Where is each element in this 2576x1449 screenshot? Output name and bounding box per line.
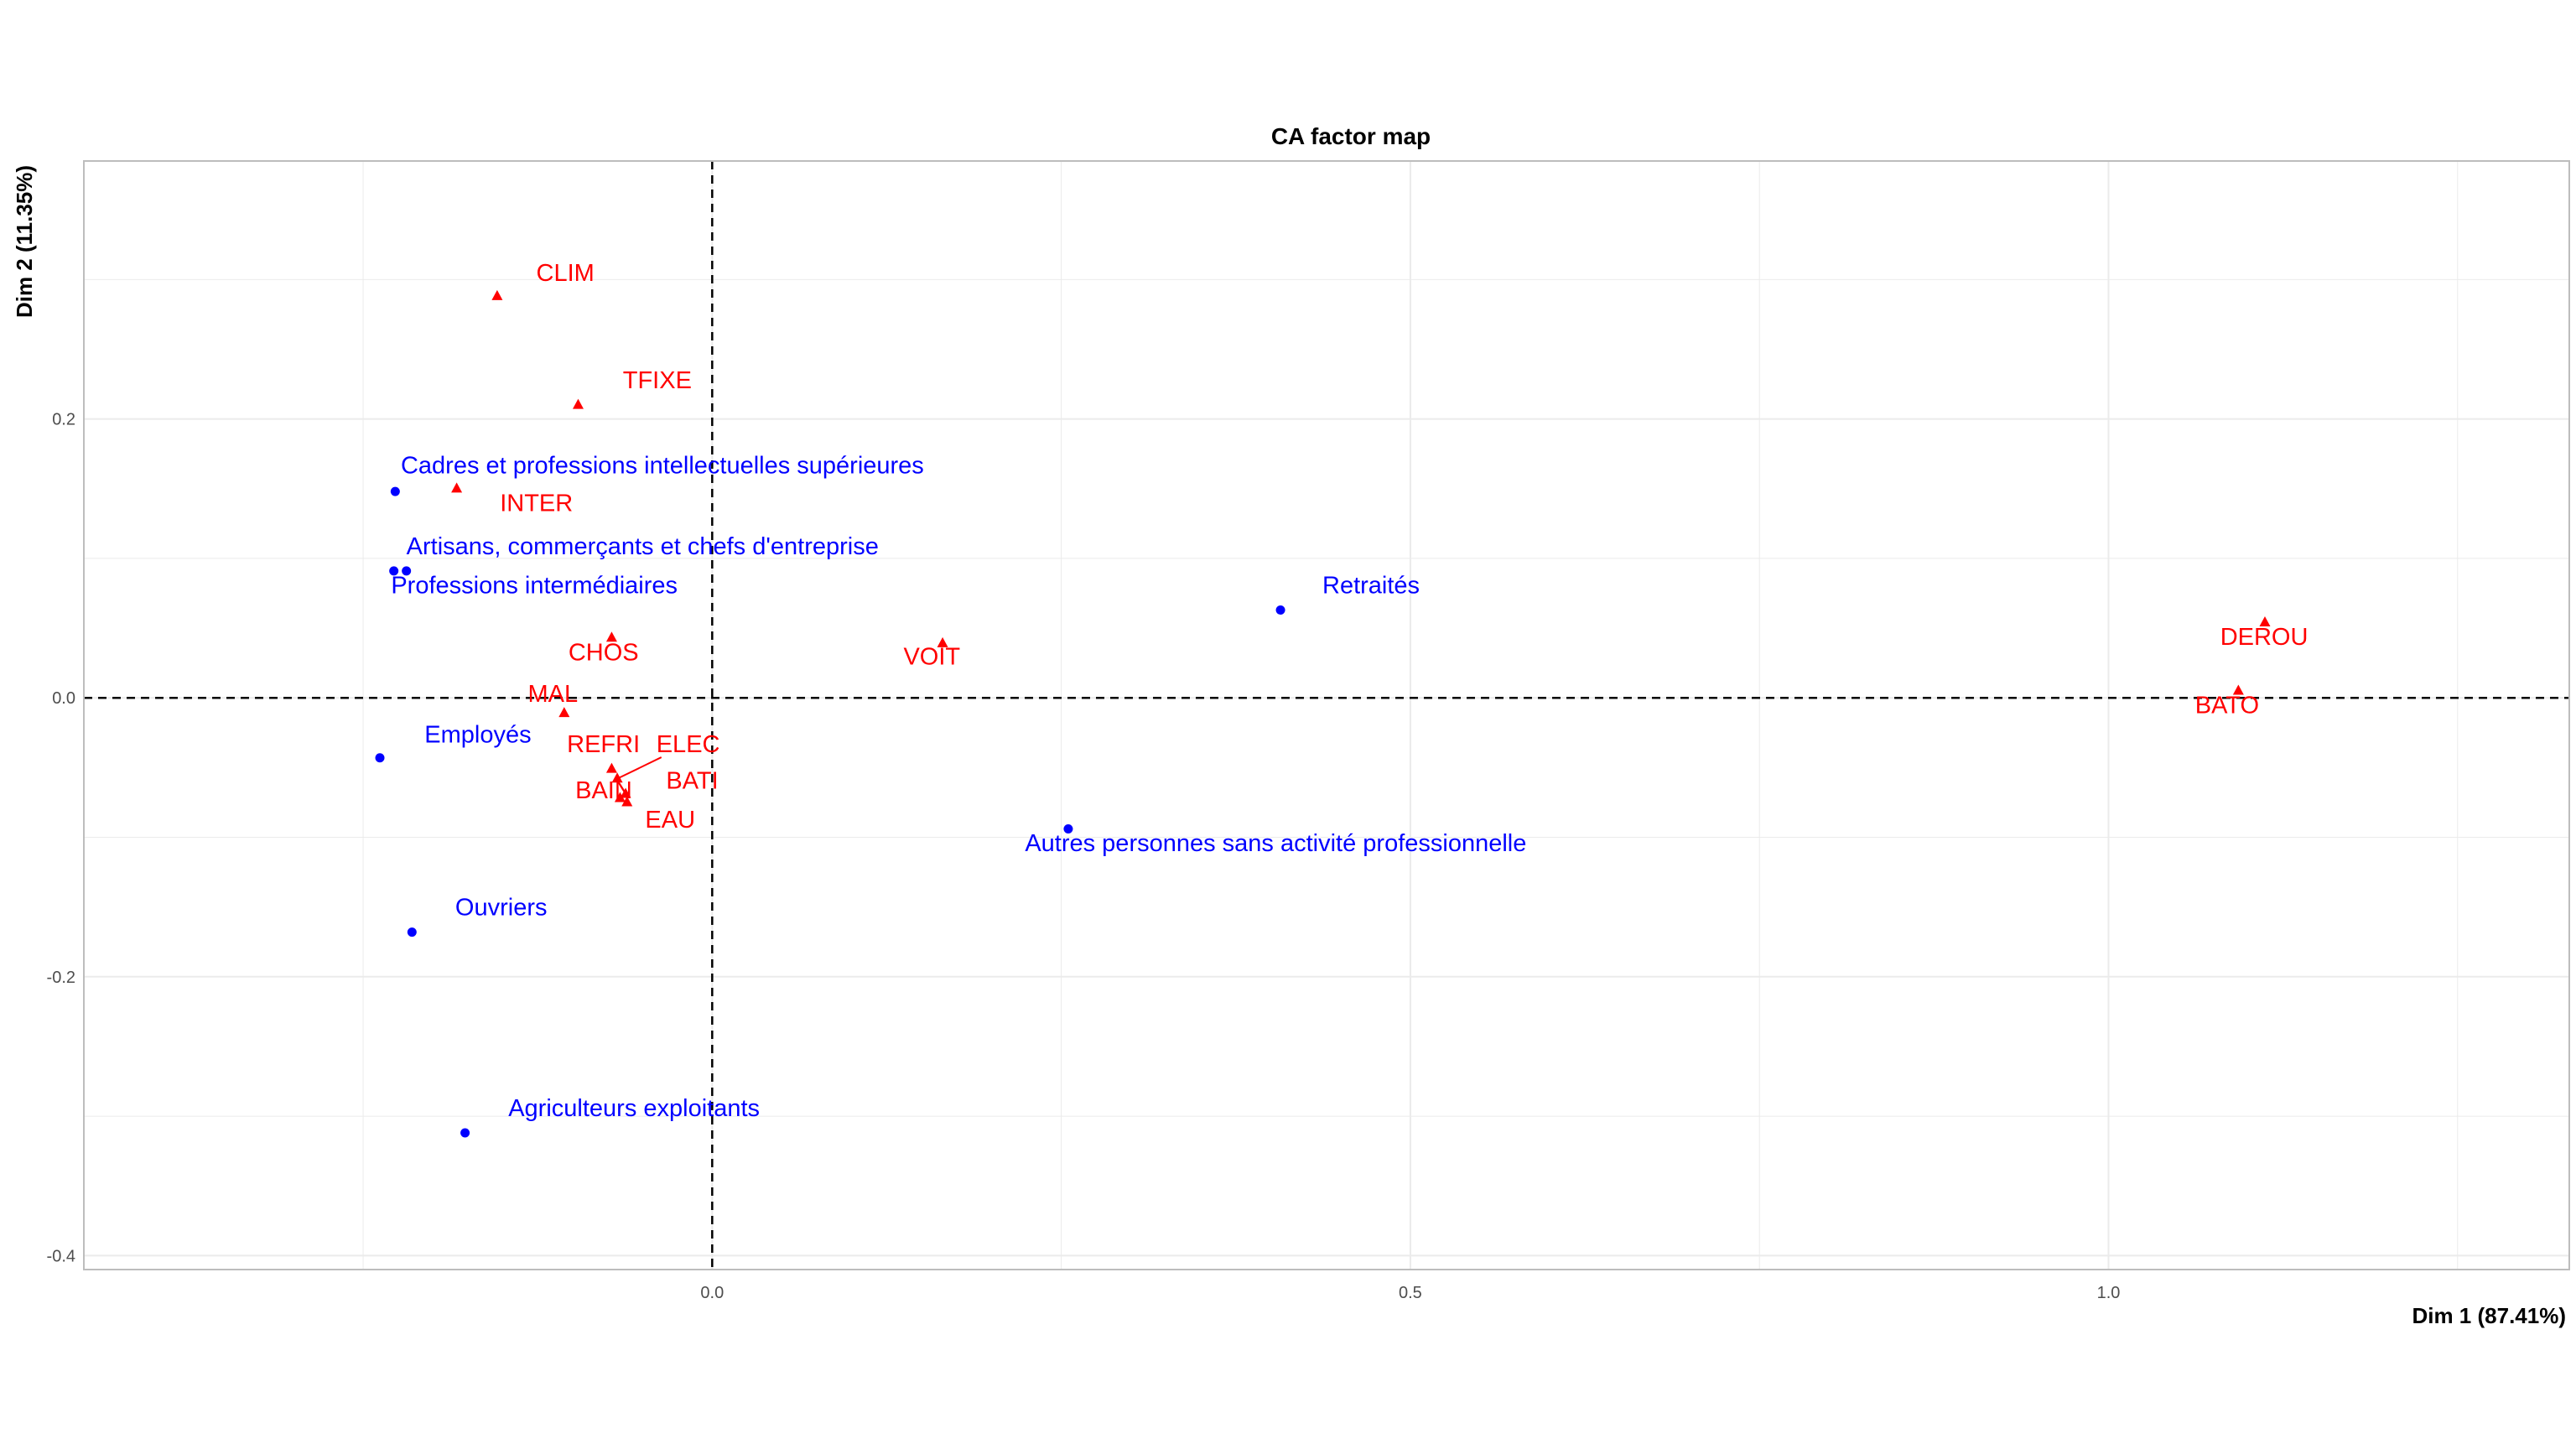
column-point-label: MAL	[528, 681, 579, 708]
row-point-marker	[1063, 824, 1073, 834]
data-points	[375, 289, 2271, 1138]
column-point-label: BATI	[666, 767, 718, 794]
y-axis-title: Dim 2 (11.35%)	[12, 165, 37, 318]
column-point-marker	[558, 707, 570, 718]
row-point-marker	[389, 566, 399, 576]
row-point-label: Professions intermédiaires	[391, 572, 678, 599]
x-tick-label: 1.0	[2097, 1284, 2121, 1302]
column-point-marker	[614, 792, 626, 802]
plot-frame	[83, 160, 2570, 1270]
y-tick-label: 0.0	[52, 689, 75, 708]
column-point-marker	[491, 289, 503, 300]
column-point-marker	[605, 631, 617, 642]
row-point-label: Employés	[424, 721, 531, 748]
row-point-label: Retraités	[1322, 572, 1420, 599]
column-point-marker	[605, 762, 617, 773]
column-point-label: ELEC	[657, 731, 720, 758]
column-point-label: DEROU	[2220, 624, 2309, 651]
row-point-label: Artisans, commerçants et chefs d'entrepr…	[407, 533, 879, 560]
column-point-label: INTER	[500, 490, 573, 517]
row-point-marker	[375, 753, 385, 763]
column-point-label: REFRI	[567, 731, 640, 758]
row-point-marker	[402, 566, 412, 576]
row-point-marker	[407, 927, 417, 937]
column-point-label: CLIM	[537, 260, 595, 287]
x-axis-title: Dim 1 (87.41%)	[2412, 1303, 2566, 1328]
label-leader-lines	[616, 756, 662, 780]
column-point-label: BAIN	[575, 777, 632, 804]
label-leader-line	[616, 756, 662, 780]
chart-title: CA factor map	[1271, 123, 1431, 149]
column-point-marker	[572, 398, 584, 409]
x-tick-label: 0.0	[700, 1284, 724, 1302]
column-point-label: EAU	[645, 807, 695, 834]
column-point-label: TFIXE	[623, 367, 692, 394]
row-point-marker	[390, 486, 400, 496]
row-point-label: Agriculteurs exploitants	[508, 1095, 760, 1122]
column-point-marker	[2232, 684, 2244, 695]
row-point-label: Cadres et professions intellectuelles su…	[401, 452, 924, 479]
x-tick-label: 0.5	[1399, 1284, 1422, 1302]
column-point-label: VOIT	[903, 643, 960, 670]
x-tick-labels: 0.0 0.5 1.0	[700, 1284, 2120, 1302]
y-tick-label: -0.4	[47, 1247, 75, 1265]
column-point-marker	[937, 636, 948, 647]
row-point-label: Autres personnes sans activité professio…	[1025, 830, 1526, 857]
column-point-label: BATO	[2195, 693, 2259, 719]
column-point-marker	[611, 772, 623, 783]
column-point-marker	[621, 796, 633, 807]
column-point-marker	[451, 482, 463, 493]
y-tick-label: -0.2	[47, 969, 75, 987]
column-point-label: CHOS	[569, 639, 639, 666]
y-tick-labels: -0.4 -0.2 0.0 0.2	[47, 411, 75, 1266]
row-point-label: Ouvriers	[455, 895, 548, 922]
reference-lines	[84, 161, 2569, 1270]
column-point-marker	[2259, 615, 2271, 626]
row-point-marker	[1275, 605, 1285, 615]
column-point-marker	[620, 787, 631, 798]
row-point-marker	[460, 1128, 470, 1138]
y-tick-label: 0.2	[52, 411, 75, 429]
data-point-labels: Cadres et professions intellectuelles su…	[391, 260, 2308, 1122]
